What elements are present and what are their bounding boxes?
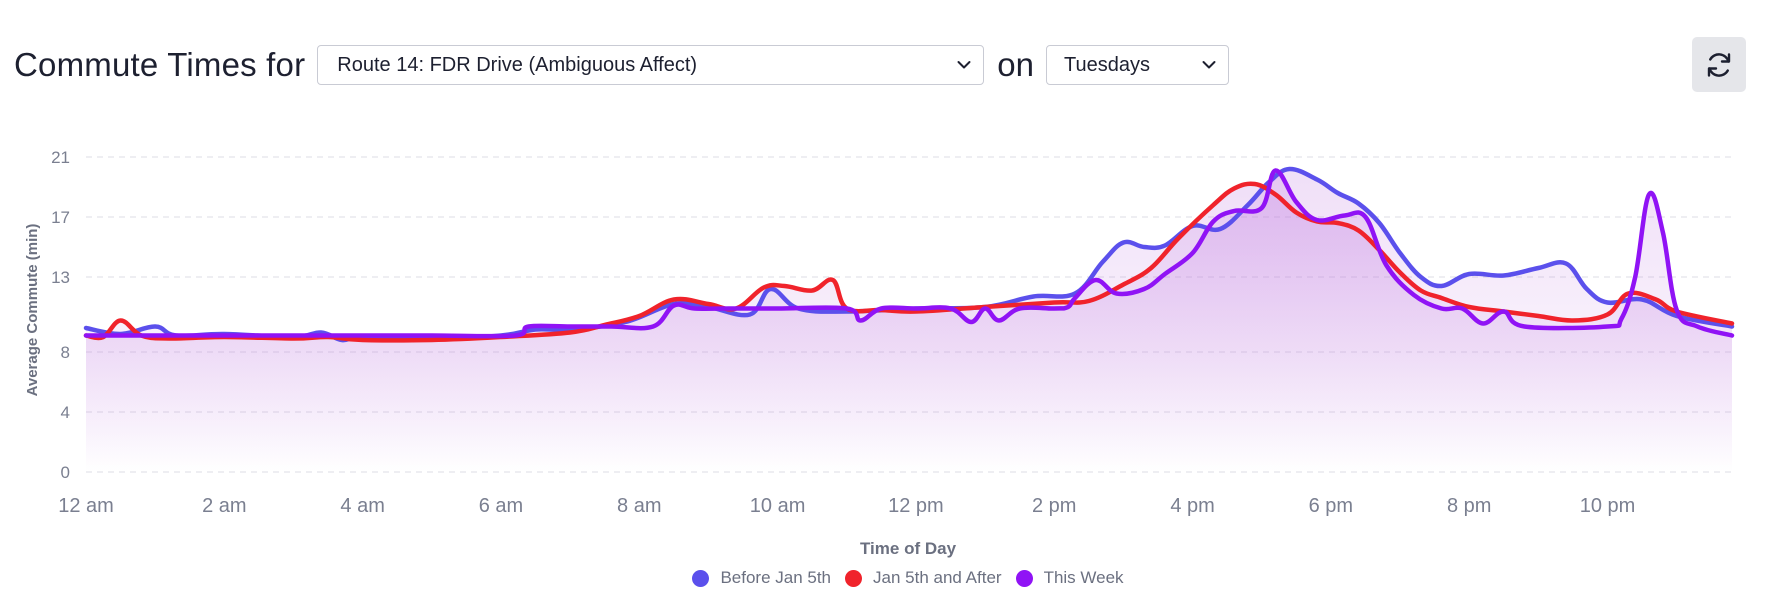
page-title: Commute Times for [14, 46, 306, 83]
legend-item-this-week[interactable]: This Week [1015, 568, 1124, 588]
legend-item-after[interactable]: Jan 5th and After [845, 568, 1002, 588]
route-select-value: Route 14: FDR Drive (Ambiguous Affect) [337, 53, 698, 76]
x-tick-label: 10 pm [1580, 495, 1636, 517]
y-tick-label: 21 [51, 148, 70, 167]
route-select[interactable]: Route 14: FDR Drive (Ambiguous Affect) [317, 45, 985, 85]
y-axis-label: Average Commute (min) [24, 224, 41, 397]
on-label: on [997, 46, 1035, 83]
y-tick-label: 8 [61, 343, 70, 362]
chart-header: Commute Times for Route 14: FDR Drive (A… [14, 43, 1230, 87]
refresh-icon [1707, 52, 1731, 77]
legend-label-after: Jan 5th and After [873, 568, 1002, 587]
x-tick-label: 8 pm [1447, 495, 1491, 517]
x-axis-label: Time of Day [860, 539, 957, 558]
legend-dot-before [692, 569, 710, 587]
chevron-down-icon [1202, 61, 1216, 69]
x-tick-label: 4 am [340, 495, 384, 517]
legend-label-this-week: This Week [1043, 568, 1124, 587]
day-select-value: Tuesdays [1064, 53, 1150, 76]
this-week-series-area [86, 170, 1732, 473]
this-week-series-line [83, 168, 1735, 339]
x-tick-label: 12 am [58, 495, 114, 517]
legend-label-before: Before Jan 5th [720, 568, 832, 587]
legend-dot-after [845, 569, 863, 587]
y-tick-label: 13 [51, 268, 70, 287]
x-tick-label: 8 am [617, 495, 661, 517]
y-tick-label: 4 [61, 403, 70, 422]
x-tick-label: 6 am [479, 495, 523, 517]
refresh-button[interactable] [1692, 37, 1746, 92]
legend-dot-this-week [1015, 569, 1033, 587]
x-tick-label: 12 pm [888, 495, 944, 517]
x-tick-label: 6 pm [1309, 495, 1353, 517]
day-select[interactable]: Tuesdays [1046, 45, 1230, 85]
after-series-line [83, 181, 1735, 343]
chart-legend: Before Jan 5th Jan 5th and After This We… [0, 568, 1766, 588]
legend-item-before[interactable]: Before Jan 5th [692, 568, 831, 588]
x-tick-label: 2 pm [1032, 495, 1076, 517]
x-tick-label: 2 am [202, 495, 246, 517]
chevron-down-icon [957, 61, 971, 69]
x-tick-label: 10 am [750, 495, 806, 517]
y-tick-label: 17 [51, 208, 70, 227]
y-tick-label: 0 [61, 463, 70, 482]
x-tick-label: 4 pm [1170, 495, 1214, 517]
